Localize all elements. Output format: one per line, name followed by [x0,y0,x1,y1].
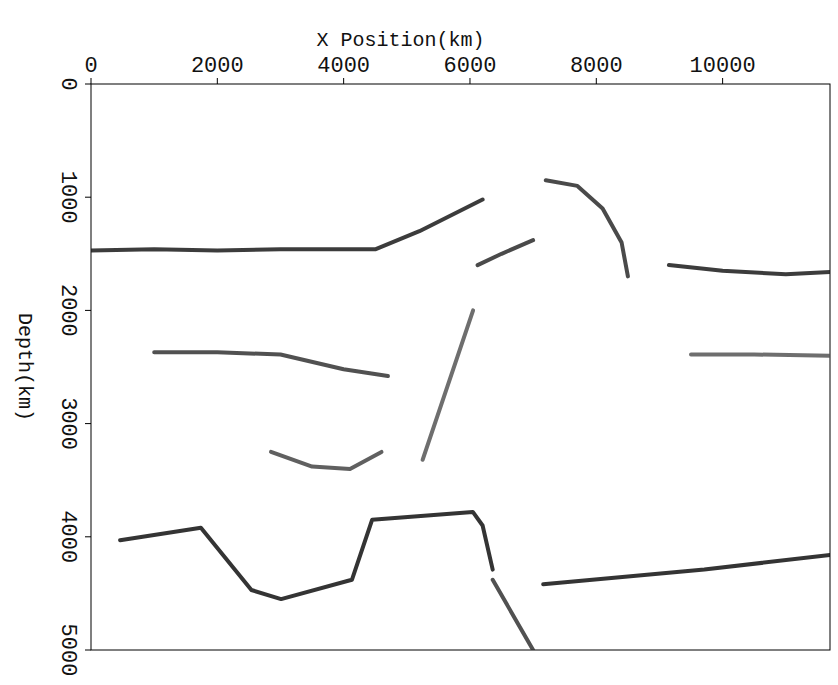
reflector [423,310,474,459]
x-tick-label: 10000 [690,54,756,79]
y-tick-label: 3000 [55,397,80,450]
reflector [543,555,830,584]
y-axis-title: Depth(km) [13,313,36,421]
x-tick-label: 6000 [444,54,497,79]
reflector [154,352,388,376]
x-axis-title: X Position(km) [316,29,484,52]
x-tick-label: 4000 [317,54,370,79]
y-tick-label: 5000 [55,624,80,677]
reflector [91,200,483,251]
y-tick-label: 4000 [55,510,80,563]
y-tick-label: 2000 [55,284,80,337]
y-tick [85,197,91,198]
reflector [669,265,830,274]
reflector [493,580,533,650]
y-tick [85,423,91,424]
x-tick-label: 2000 [191,54,244,79]
x-tick-label: 0 [84,54,97,79]
y-tick [85,84,91,85]
chart: 0 2000 4000 6000 8000 10000 0 1000 2000 3000 4000 5… [0,0,838,685]
reflector [271,452,382,469]
y-tick [85,650,91,651]
y-tick-label: 1000 [55,171,80,224]
y-tick-label: 0 [55,77,80,90]
reflector [120,512,493,599]
y-tick [85,536,91,537]
reflectors [91,180,830,650]
reflector [546,180,628,276]
plot-frame [91,84,830,650]
reflector [691,355,830,356]
x-tick-label: 8000 [570,54,623,79]
reflector [478,240,533,265]
y-tick [85,310,91,311]
